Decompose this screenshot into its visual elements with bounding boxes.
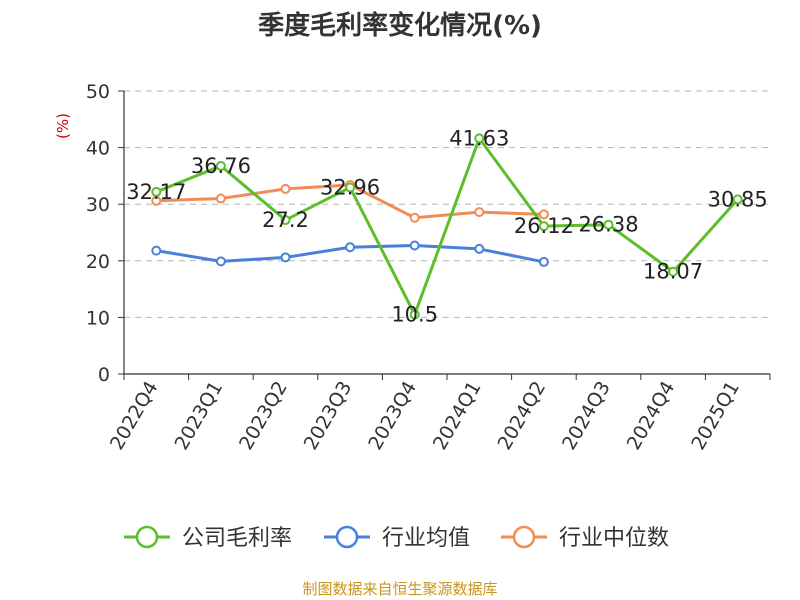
data-point <box>345 242 356 253</box>
legend-label: 公司毛利率 <box>182 526 292 551</box>
data-point <box>538 221 549 232</box>
x-tick-label: 2024Q2 <box>493 378 550 454</box>
data-point <box>280 215 291 226</box>
legend-marker <box>135 525 159 549</box>
data-point <box>215 160 226 171</box>
data-point <box>668 266 679 277</box>
data-point <box>151 245 162 256</box>
source-note: 制图数据来自恒生聚源数据库 <box>302 580 497 598</box>
data-point <box>409 212 420 223</box>
series-lines <box>151 133 743 320</box>
legend: 公司毛利率 行业均值 行业中位数 <box>124 525 669 551</box>
data-point <box>215 193 226 204</box>
data-point <box>280 252 291 263</box>
y-tick-label: 20 <box>86 251 110 273</box>
data-point <box>409 240 420 251</box>
data-label: 10.5 <box>391 303 438 327</box>
legend-marker <box>512 525 536 549</box>
x-tick-label: 2023Q2 <box>235 378 292 454</box>
x-tick-label: 2023Q4 <box>364 378 421 454</box>
x-tick-label: 2025Q1 <box>687 378 744 454</box>
data-label: 26.12 <box>514 214 574 238</box>
data-point <box>538 256 549 267</box>
data-point <box>603 219 614 230</box>
data-point <box>732 194 743 205</box>
legend-label: 行业中位数 <box>559 526 669 551</box>
x-tick-label: 2024Q3 <box>558 378 615 454</box>
x-tick-label: 2022Q4 <box>106 378 163 454</box>
y-axis-unit: (%) <box>54 113 72 139</box>
data-point <box>474 243 485 254</box>
y-tick-label: 10 <box>86 307 110 329</box>
data-label: 32.17 <box>126 180 186 204</box>
data-point <box>474 207 485 218</box>
legend-marker <box>335 525 359 549</box>
legend-label: 行业均值 <box>382 526 470 551</box>
y-tick-label: 0 <box>98 364 110 386</box>
x-tick-label: 2024Q4 <box>623 378 680 454</box>
data-label: 32.96 <box>320 175 380 199</box>
chart-title: 季度毛利率变化情况(%) <box>258 10 542 41</box>
y-tick-label: 50 <box>86 81 110 103</box>
data-point <box>345 182 356 193</box>
y-tick-label: 30 <box>86 194 110 216</box>
series-line <box>155 136 739 317</box>
data-label: 36.76 <box>191 154 251 178</box>
x-tick-label: 2023Q1 <box>170 378 227 454</box>
x-tick-label: 2024Q1 <box>429 378 486 454</box>
data-label: 27.2 <box>262 208 309 232</box>
data-point <box>215 256 226 267</box>
data-point <box>474 133 485 144</box>
data-label: 41.63 <box>449 126 509 150</box>
data-label: 30.85 <box>708 187 768 211</box>
y-tick-label: 40 <box>86 138 110 160</box>
data-point <box>151 186 162 197</box>
data-label: 26.38 <box>578 213 638 237</box>
data-point <box>280 183 291 194</box>
grid-lines <box>124 90 770 318</box>
data-point <box>538 209 549 220</box>
data-point <box>409 309 420 320</box>
data-label: 18.07 <box>643 260 703 284</box>
x-tick-label: 2023Q3 <box>300 378 357 454</box>
